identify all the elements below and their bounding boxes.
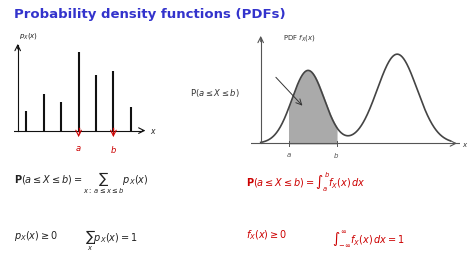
Text: $p_X(x)$: $p_X(x)$ (18, 31, 37, 41)
Text: $x$: $x$ (462, 141, 468, 149)
Text: $a$: $a$ (286, 152, 292, 160)
Text: PDF $f_X(x)$: PDF $f_X(x)$ (283, 33, 316, 43)
Text: Probability density functions (PDFs): Probability density functions (PDFs) (14, 8, 286, 21)
Text: $b$: $b$ (110, 144, 117, 155)
Text: $\sum_{x} p_X(x) = 1$: $\sum_{x} p_X(x) = 1$ (85, 229, 138, 253)
Text: $p_X(x) \geq 0$: $p_X(x) \geq 0$ (14, 229, 58, 243)
Text: $a$: $a$ (75, 144, 82, 153)
Text: $x$: $x$ (150, 127, 157, 136)
Text: $b$: $b$ (334, 152, 339, 160)
Text: $\mathrm{P}(a \leq X \leq b)$: $\mathrm{P}(a \leq X \leq b)$ (190, 87, 239, 99)
Text: $\mathbf{P}(a \leq X \leq b) = \sum_{x:\, a\leq x\leq b} p_X(x)$: $\mathbf{P}(a \leq X \leq b) = \sum_{x:\… (14, 170, 149, 196)
Text: $f_X(x) \geq 0$: $f_X(x) \geq 0$ (246, 229, 288, 242)
Text: $\int_{-\infty}^{\infty} f_X(x)\, dx = 1$: $\int_{-\infty}^{\infty} f_X(x)\, dx = 1… (332, 229, 405, 248)
Text: $\mathbf{P}(a \leq X \leq b) = \int_a^b f_X(x)\, dx$: $\mathbf{P}(a \leq X \leq b) = \int_a^b … (246, 170, 366, 194)
